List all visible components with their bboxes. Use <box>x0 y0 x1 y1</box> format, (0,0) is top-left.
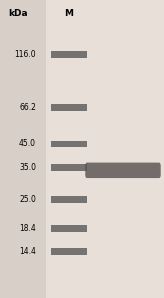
FancyBboxPatch shape <box>0 0 46 298</box>
Text: 116.0: 116.0 <box>14 50 36 59</box>
Text: 18.4: 18.4 <box>19 224 36 233</box>
Text: 14.4: 14.4 <box>19 247 36 256</box>
Text: 66.2: 66.2 <box>19 103 36 112</box>
Text: kDa: kDa <box>8 9 28 18</box>
Text: M: M <box>64 9 73 18</box>
Text: 25.0: 25.0 <box>19 195 36 204</box>
FancyBboxPatch shape <box>51 141 87 147</box>
FancyBboxPatch shape <box>51 164 87 171</box>
FancyBboxPatch shape <box>51 104 87 111</box>
FancyBboxPatch shape <box>51 225 87 232</box>
FancyBboxPatch shape <box>51 196 87 203</box>
Text: 45.0: 45.0 <box>19 139 36 148</box>
FancyBboxPatch shape <box>51 51 87 58</box>
FancyBboxPatch shape <box>46 0 164 298</box>
FancyBboxPatch shape <box>51 248 87 255</box>
Text: 35.0: 35.0 <box>19 163 36 172</box>
FancyBboxPatch shape <box>85 163 161 178</box>
